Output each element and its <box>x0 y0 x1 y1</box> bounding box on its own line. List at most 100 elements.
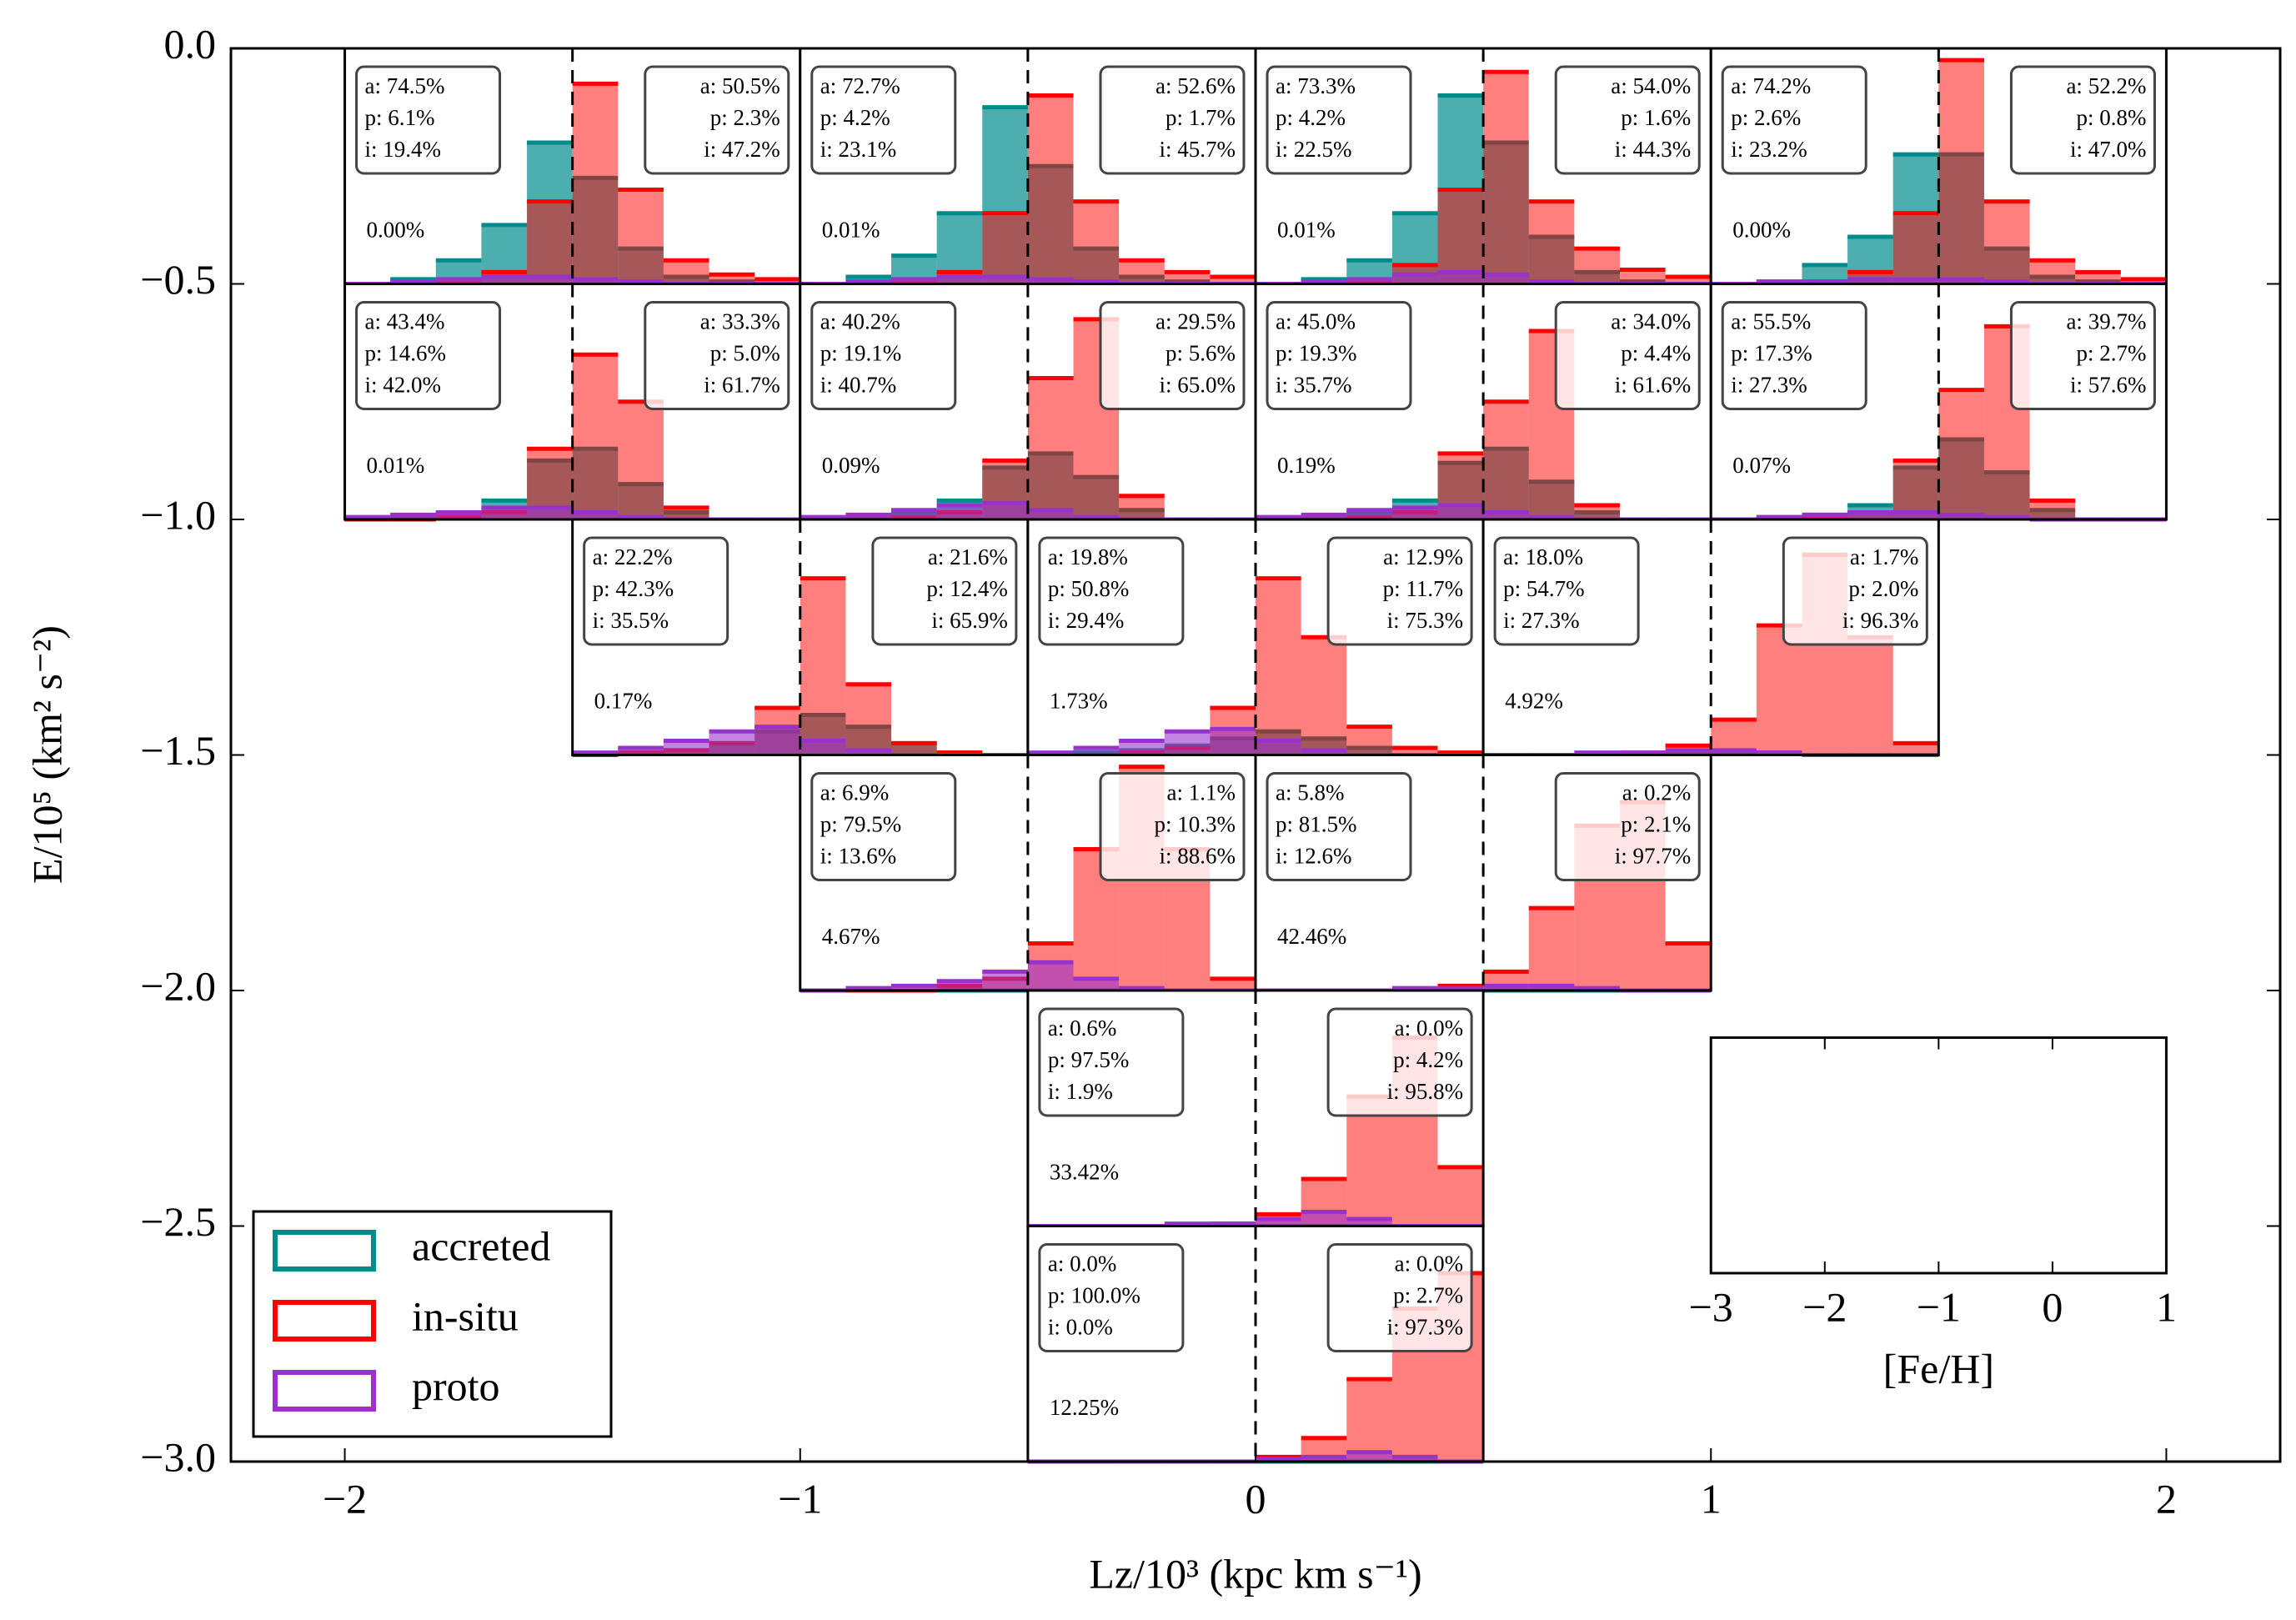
info-text: i: 47.2% <box>704 137 780 162</box>
info-box <box>644 65 790 175</box>
info-text: p: 1.6% <box>1621 105 1691 130</box>
histogram-bar <box>390 514 436 519</box>
scale-tick-label: −1 <box>1917 1283 1961 1330</box>
histogram-bar <box>845 750 892 755</box>
info-text: p: 4.2% <box>1276 105 1346 130</box>
histogram-bar <box>1528 986 1575 991</box>
histogram-bar <box>709 731 755 755</box>
info-text: a: 0.0% <box>1048 1251 1116 1276</box>
info-text: i: 97.7% <box>1615 844 1692 869</box>
histogram-bar <box>1802 514 1848 519</box>
info-text: a: 22.2% <box>593 544 673 569</box>
legend-swatch <box>273 1230 376 1271</box>
histogram-bar <box>1256 578 1301 755</box>
info-text: a: 33.3% <box>700 309 780 334</box>
histogram-bar <box>1256 740 1301 755</box>
histogram-bar <box>618 189 664 284</box>
info-text: p: 50.8% <box>1048 576 1130 601</box>
histogram-bar <box>936 981 983 991</box>
histogram-bar <box>1892 213 1939 284</box>
info-box <box>1038 536 1185 646</box>
panel-total: 0.00% <box>1732 218 1791 243</box>
y-axis-label: E/10⁵ (km² s⁻²) <box>23 625 70 884</box>
info-box <box>1099 301 1246 410</box>
info-text: a: 40.2% <box>820 309 900 334</box>
info-box <box>1554 301 1701 410</box>
info-box <box>1266 65 1412 175</box>
histogram-bar <box>1073 978 1120 991</box>
histogram-bar <box>1437 272 1484 284</box>
info-text: p: 11.7% <box>1383 576 1464 601</box>
histogram-bar <box>1391 1457 1438 1462</box>
histogram-bar <box>1756 625 1802 755</box>
info-text: a: 12.9% <box>1383 544 1463 569</box>
scale-tick-label: −3 <box>1689 1283 1733 1330</box>
info-text: a: 1.1% <box>1167 780 1236 805</box>
histogram-bar <box>1119 740 1165 755</box>
info-box <box>1326 536 1473 646</box>
info-text: a: 29.5% <box>1156 309 1236 334</box>
histogram-bar <box>1802 264 1848 284</box>
info-text: a: 0.0% <box>1395 1016 1463 1041</box>
info-text: p: 1.7% <box>1166 105 1236 130</box>
histogram-bar <box>1892 460 1939 519</box>
histogram-bar <box>1437 1166 1484 1226</box>
info-text: p: 42.3% <box>593 576 674 601</box>
info-text: i: 75.3% <box>1387 608 1464 633</box>
info-text: a: 0.2% <box>1622 780 1691 805</box>
histogram-bar <box>1027 509 1074 519</box>
info-text: p: 2.1% <box>1621 812 1691 837</box>
info-text: i: 97.3% <box>1387 1315 1464 1340</box>
histogram-bar <box>1619 269 1666 284</box>
info-text: i: 22.5% <box>1276 137 1352 162</box>
info-text: a: 55.5% <box>1731 309 1811 334</box>
legend-swatch <box>273 1300 376 1342</box>
histogram-bar <box>1711 750 1757 755</box>
panel-total: 4.92% <box>1505 689 1563 714</box>
info-text: i: 35.5% <box>593 608 669 633</box>
info-box <box>1326 1007 1473 1117</box>
info-text: p: 6.1% <box>365 105 435 130</box>
histogram-bar <box>1073 748 1120 755</box>
y-tick-label: −2.5 <box>140 1198 216 1245</box>
info-text: a: 50.5% <box>700 73 780 98</box>
info-box <box>644 301 790 410</box>
histogram-bar <box>1665 750 1712 755</box>
info-box <box>810 65 957 175</box>
info-text: p: 2.3% <box>710 105 780 130</box>
histogram-bar <box>481 277 528 284</box>
info-text: i: 88.6% <box>1160 844 1236 869</box>
y-tick-label: −0.5 <box>140 256 216 303</box>
histogram-bar <box>891 743 937 755</box>
info-box <box>583 536 729 646</box>
info-text: i: 45.7% <box>1160 137 1236 162</box>
info-box <box>1266 772 1412 881</box>
info-box <box>2009 301 2156 410</box>
info-text: i: 0.0% <box>1048 1315 1113 1340</box>
info-text: p: 5.6% <box>1166 341 1236 366</box>
info-text: i: 96.3% <box>1842 608 1919 633</box>
info-text: p: 19.3% <box>1276 341 1357 366</box>
histogram-bar <box>2029 260 2076 284</box>
info-text: i: 23.1% <box>820 137 897 162</box>
y-tick-label: −1.0 <box>140 491 216 538</box>
histogram-bar <box>2120 278 2167 284</box>
histogram-bar <box>1164 272 1211 284</box>
histogram-bar <box>891 278 937 284</box>
panel-total: 12.25% <box>1050 1395 1119 1420</box>
histogram-bar <box>1346 1096 1392 1226</box>
histogram-bar <box>1027 962 1074 991</box>
histogram-bar <box>1346 726 1392 755</box>
scale-panel <box>1709 1036 2168 1275</box>
info-text: i: 42.0% <box>365 373 442 398</box>
panel-total: 0.17% <box>594 689 653 714</box>
info-box <box>810 772 957 881</box>
histogram-bar <box>891 986 937 991</box>
histogram-bar <box>527 277 573 284</box>
info-text: i: 29.4% <box>1048 608 1125 633</box>
panel-total: 0.07% <box>1732 453 1791 478</box>
info-text: a: 18.0% <box>1503 544 1583 569</box>
histogram-bar <box>1437 505 1484 519</box>
histogram-bar <box>1437 189 1484 284</box>
info-box <box>1721 301 1867 410</box>
